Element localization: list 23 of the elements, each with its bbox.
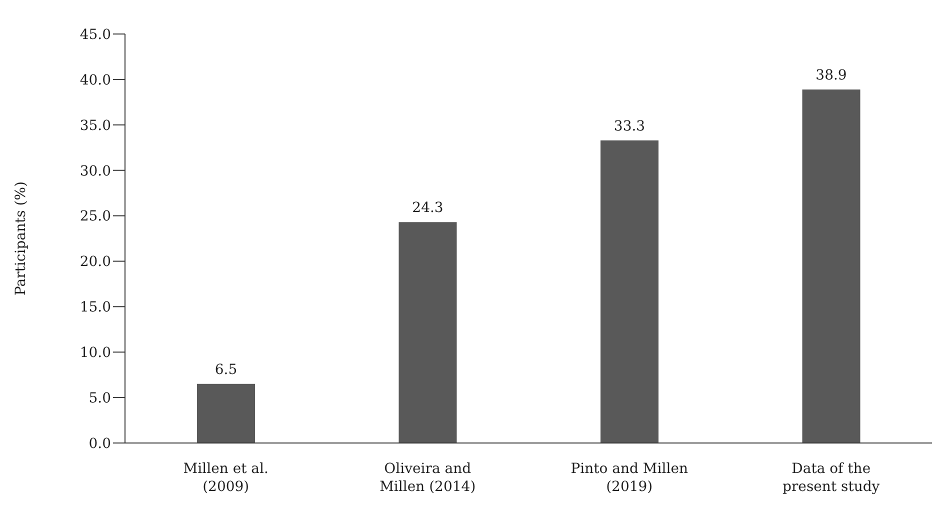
y-tick-label: 5.0 [88, 390, 111, 407]
y-tick-label: 30.0 [80, 163, 111, 180]
x-tick-label: Oliveira and Millen (2014) [380, 461, 476, 495]
y-tick-label: 0.0 [88, 436, 111, 452]
y-tick-label: 15.0 [80, 300, 111, 316]
y-tick-label: 35.0 [80, 118, 111, 134]
bar [197, 384, 255, 443]
y-tick-label: 10.0 [80, 345, 111, 362]
x-tick-label: Data of the present study [782, 461, 880, 495]
data-label: 33.3 [614, 118, 646, 134]
y-tick-label: 40.0 [80, 72, 111, 88]
x-tick-label: Pinto and Millen (2019) [570, 461, 688, 495]
y-axis-title: Participants (%) [12, 181, 29, 296]
x-tick-label: Millen et al. (2009) [183, 461, 268, 495]
y-tick-label: 20.0 [80, 254, 111, 270]
bar [600, 140, 658, 443]
bar [802, 89, 860, 443]
y-tick-label: 45.0 [80, 26, 111, 43]
data-label: 38.9 [816, 67, 847, 84]
y-tick-label: 25.0 [80, 208, 111, 225]
bar [398, 222, 457, 443]
data-label: 24.3 [412, 200, 444, 216]
data-label: 6.5 [214, 362, 238, 378]
